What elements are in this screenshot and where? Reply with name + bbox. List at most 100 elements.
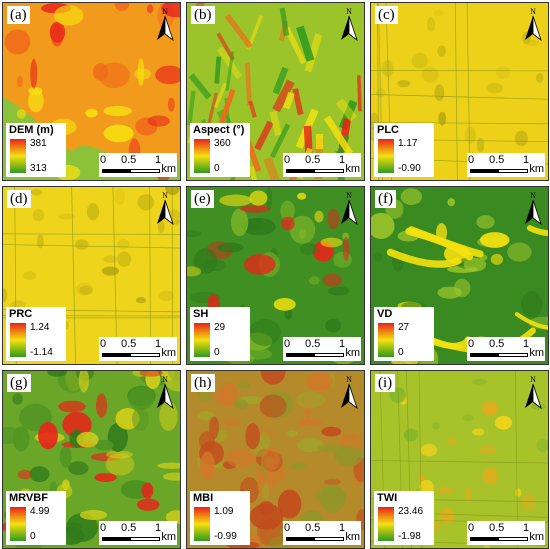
legend-title: SH bbox=[193, 308, 209, 320]
legend-min: 0 bbox=[30, 531, 36, 542]
legend-color-ramp bbox=[194, 507, 210, 541]
legend-min: -0.99 bbox=[214, 531, 237, 542]
legend-min: -1.98 bbox=[398, 531, 421, 542]
scale-unit: km bbox=[161, 531, 176, 543]
north-arrow-icon: N bbox=[525, 7, 542, 42]
scale-tick-0-5: 0.5 bbox=[121, 522, 137, 534]
legend: VD 27 0 bbox=[374, 307, 434, 361]
svg-text:N: N bbox=[530, 375, 536, 384]
scale-unit: km bbox=[161, 347, 176, 359]
legend-color-ramp bbox=[10, 323, 26, 357]
scale-bar-graphic bbox=[286, 169, 344, 173]
legend-min: -1.14 bbox=[30, 347, 53, 358]
legend-color-ramp bbox=[10, 139, 26, 173]
svg-text:N: N bbox=[346, 191, 352, 200]
legend: SH 29 0 bbox=[190, 307, 250, 361]
scale-bar: 0 0.5 1 km bbox=[467, 521, 545, 545]
legend-max: 1.24 bbox=[30, 322, 50, 333]
legend-min: 0 bbox=[214, 163, 220, 174]
panel-label: (i) bbox=[375, 374, 396, 392]
scale-unit: km bbox=[345, 163, 360, 175]
legend: MRVBF 4.99 0 bbox=[6, 491, 66, 545]
legend-max: 29 bbox=[214, 322, 226, 333]
scale-tick-0-5: 0.5 bbox=[489, 522, 505, 534]
legend-title: TWI bbox=[377, 492, 398, 504]
scale-unit: km bbox=[529, 163, 544, 175]
scale-tick-1: 1 bbox=[339, 522, 346, 534]
legend-max: 23.46 bbox=[398, 506, 424, 517]
scale-bar-graphic bbox=[470, 169, 528, 173]
map-panel-i: (i) N TWI 23.46 -1.98 0 0.5 1 km bbox=[370, 370, 549, 549]
legend-title: MRVBF bbox=[9, 492, 48, 504]
scale-tick-1: 1 bbox=[523, 522, 530, 534]
legend-color-ramp bbox=[194, 139, 210, 173]
north-arrow-icon: N bbox=[341, 375, 358, 410]
scale-tick-1: 1 bbox=[155, 154, 162, 166]
legend-min: -0.90 bbox=[398, 163, 421, 174]
map-panel-h: (h) N MBI 1.09 -0.99 0 0.5 1 km bbox=[186, 370, 365, 549]
legend-max: 27 bbox=[398, 322, 410, 333]
scale-bar: 0 0.5 1 km bbox=[283, 521, 361, 545]
scale-tick-1: 1 bbox=[155, 522, 162, 534]
map-panel-c: (c) N PLC 1.17 -0.90 0 0.5 1 km bbox=[370, 2, 549, 181]
scale-bar-graphic bbox=[470, 537, 528, 541]
panel-label: (e) bbox=[191, 190, 214, 208]
scale-bar: 0 0.5 1 km bbox=[99, 521, 177, 545]
scale-tick-0-5: 0.5 bbox=[305, 154, 321, 166]
scale-tick-0: 0 bbox=[284, 522, 291, 534]
scale-bar-graphic bbox=[102, 169, 160, 173]
scale-tick-1: 1 bbox=[339, 154, 346, 166]
scale-bar: 0 0.5 1 km bbox=[467, 153, 545, 177]
scale-tick-0: 0 bbox=[284, 338, 291, 350]
scale-tick-0: 0 bbox=[468, 522, 475, 534]
map-panel-f: (f) N VD 27 0 0 0.5 1 km bbox=[370, 186, 549, 365]
svg-text:N: N bbox=[346, 7, 352, 16]
legend-max: 381 bbox=[30, 138, 47, 149]
svg-text:N: N bbox=[162, 191, 168, 200]
scale-tick-1: 1 bbox=[339, 338, 346, 350]
legend: DEM (m) 381 313 bbox=[6, 123, 66, 177]
legend: MBI 1.09 -0.99 bbox=[190, 491, 250, 545]
legend: Aspect (°) 360 0 bbox=[190, 123, 250, 177]
scale-unit: km bbox=[345, 531, 360, 543]
scale-bar-graphic bbox=[102, 353, 160, 357]
svg-text:N: N bbox=[162, 375, 168, 384]
panel-label: (b) bbox=[191, 6, 215, 24]
scale-tick-0: 0 bbox=[100, 522, 107, 534]
legend: PRC 1.24 -1.14 bbox=[6, 307, 66, 361]
scale-tick-0: 0 bbox=[100, 154, 107, 166]
north-arrow-icon: N bbox=[525, 375, 542, 410]
legend-title: MBI bbox=[193, 492, 214, 504]
scale-bar-graphic bbox=[102, 537, 160, 541]
north-arrow-icon: N bbox=[525, 191, 542, 226]
legend-title: VD bbox=[377, 308, 393, 320]
scale-unit: km bbox=[161, 163, 176, 175]
legend-title: PRC bbox=[9, 308, 33, 320]
map-panel-e: (e) N SH 29 0 0 0.5 1 km bbox=[186, 186, 365, 365]
legend-min: 0 bbox=[214, 347, 220, 358]
legend-color-ramp bbox=[10, 507, 26, 541]
legend-color-ramp bbox=[378, 139, 394, 173]
legend-max: 1.17 bbox=[398, 138, 418, 149]
legend-min: 0 bbox=[398, 347, 404, 358]
legend: TWI 23.46 -1.98 bbox=[374, 491, 434, 545]
legend-title: PLC bbox=[377, 124, 399, 136]
map-raster bbox=[3, 187, 180, 364]
scale-tick-0-5: 0.5 bbox=[305, 338, 321, 350]
scale-tick-1: 1 bbox=[523, 338, 530, 350]
legend-color-ramp bbox=[378, 323, 394, 357]
legend-title: Aspect (°) bbox=[193, 124, 245, 136]
panel-label: (c) bbox=[375, 6, 398, 24]
legend-max: 4.99 bbox=[30, 506, 50, 517]
legend-color-ramp bbox=[194, 323, 210, 357]
legend-color-ramp bbox=[378, 507, 394, 541]
svg-text:N: N bbox=[530, 191, 536, 200]
map-panel-b: (b) N Aspect (°) 360 0 0 0.5 1 km bbox=[186, 2, 365, 181]
scale-unit: km bbox=[529, 347, 544, 359]
legend-title: DEM (m) bbox=[9, 124, 54, 136]
scale-unit: km bbox=[529, 531, 544, 543]
scale-tick-0: 0 bbox=[284, 154, 291, 166]
scale-tick-1: 1 bbox=[155, 338, 162, 350]
legend-max: 360 bbox=[214, 138, 231, 149]
north-arrow-icon: N bbox=[157, 375, 174, 410]
